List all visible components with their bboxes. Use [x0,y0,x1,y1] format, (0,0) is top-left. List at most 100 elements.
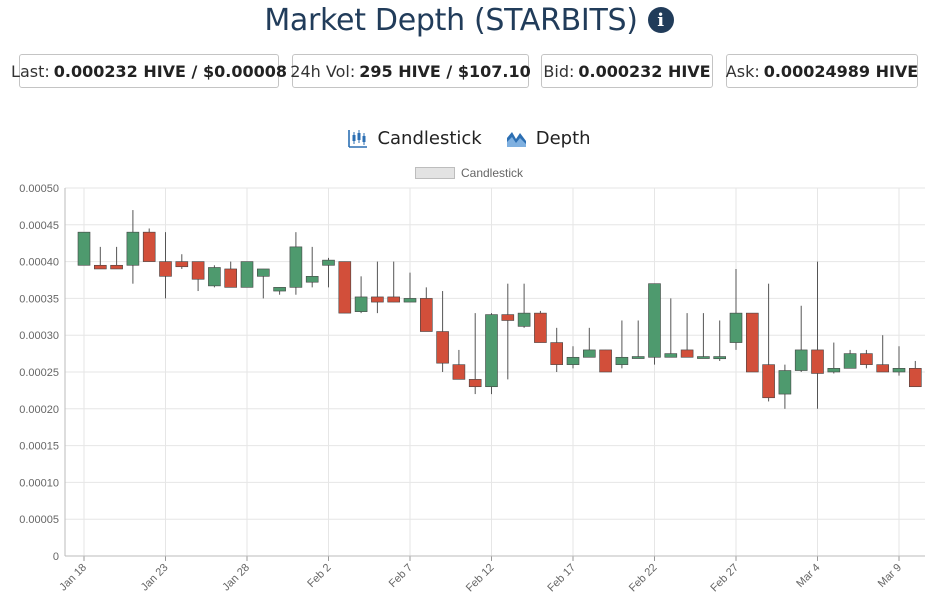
candle[interactable] [436,291,449,372]
candle[interactable] [322,257,335,288]
candle[interactable] [631,320,645,359]
candle[interactable] [338,261,352,314]
candle[interactable] [827,342,841,374]
candle[interactable] [468,313,482,395]
x-tick-label: Mar 9 [876,562,904,590]
candle[interactable] [697,313,710,359]
candle[interactable] [240,261,254,288]
stat-volume-value: 295 HIVE / $107.10 [359,61,531,81]
candle-body [762,364,775,399]
candle[interactable] [208,265,221,288]
candle[interactable] [534,310,547,343]
candle[interactable] [289,232,303,295]
x-tick-label: Feb 22 [627,562,660,595]
candle-body [680,349,694,358]
candle[interactable] [142,228,156,262]
candle-body [729,312,743,343]
candle-body [175,261,189,268]
candle[interactable] [371,261,384,314]
candle-body [599,349,612,373]
candle[interactable] [908,360,922,388]
candle-body [550,342,564,365]
candle[interactable] [648,283,661,365]
y-tick-label: 0.00040 [19,257,59,269]
candle-body [648,283,661,358]
candle[interactable] [713,320,727,361]
x-tick-label: Feb 7 [387,562,415,590]
candle-body [354,296,368,312]
candle[interactable] [876,335,890,373]
candle[interactable] [811,261,824,409]
candle[interactable] [191,261,205,292]
candle-body [582,349,596,358]
candle[interactable] [582,327,596,358]
x-tick-label: Jan 28 [220,562,252,594]
candle[interactable] [501,283,515,380]
candle-body [110,264,123,270]
candle-body [534,312,547,343]
candle[interactable] [387,261,401,303]
candle[interactable] [550,327,564,372]
candle[interactable] [566,346,580,369]
x-tick-label: Jan 23 [139,562,171,594]
candle-body [403,298,417,303]
candle-body [827,368,841,373]
candle[interactable] [305,246,319,288]
candle[interactable] [794,305,808,372]
info-circle-icon[interactable]: i [647,7,674,33]
depth-toggle-label: Depth [535,127,591,149]
x-tick-label: Jan 18 [57,562,89,594]
candle[interactable] [892,346,906,376]
stat-last-label: Last: [11,61,50,81]
candle-body [256,268,270,277]
depth-toggle[interactable]: Depth [506,127,591,149]
candlestick-toggle[interactable]: Candlestick [347,127,482,149]
candle[interactable] [273,287,286,295]
y-tick-label: 0.00020 [19,404,59,416]
candle[interactable] [729,268,743,350]
candle-body [436,331,449,364]
stat-last: Last: 0.000232 HIVE / $0.00008 [11,54,287,88]
candle[interactable] [680,313,694,358]
y-tick-label: 0.00025 [19,367,59,379]
candle[interactable] [664,298,678,358]
candle[interactable] [599,349,612,373]
title-row: Market Depth (STARBITS) i [0,0,938,40]
candle[interactable] [159,232,172,299]
candle[interactable] [403,272,417,303]
candle[interactable] [110,246,123,270]
candle[interactable] [77,231,91,266]
candle[interactable] [843,349,857,369]
candle-body [778,370,792,395]
candle[interactable] [615,320,629,369]
y-tick-label: 0.00045 [19,220,59,232]
stat-ask: Ask: 0.00024989 HIVE [726,54,918,88]
candle[interactable] [745,312,759,373]
candle[interactable] [94,246,107,270]
candle[interactable] [762,283,775,402]
candle[interactable] [224,261,237,288]
candle-body [517,312,531,327]
candle[interactable] [778,364,792,409]
candle[interactable] [126,210,140,284]
candle[interactable] [354,276,368,314]
candle[interactable] [517,283,531,328]
candle-body [240,261,254,288]
candlestick-chart-icon [348,130,368,148]
candle[interactable] [419,287,433,332]
candle-body [876,364,890,373]
chart-legend[interactable]: Candlestick [0,164,938,182]
candle[interactable] [452,349,466,380]
stat-bid-label: Bid: [543,61,575,81]
candle-body [305,276,319,283]
legend-label: Candlestick [460,166,524,180]
candle[interactable] [485,313,498,395]
candle[interactable] [175,254,189,269]
candle-body [794,349,808,371]
candle[interactable] [256,268,270,299]
candle[interactable] [860,349,873,369]
y-tick-label: 0.00030 [19,330,59,342]
candle-body [273,287,286,292]
candle-body [811,349,824,374]
candle-body [208,267,221,287]
